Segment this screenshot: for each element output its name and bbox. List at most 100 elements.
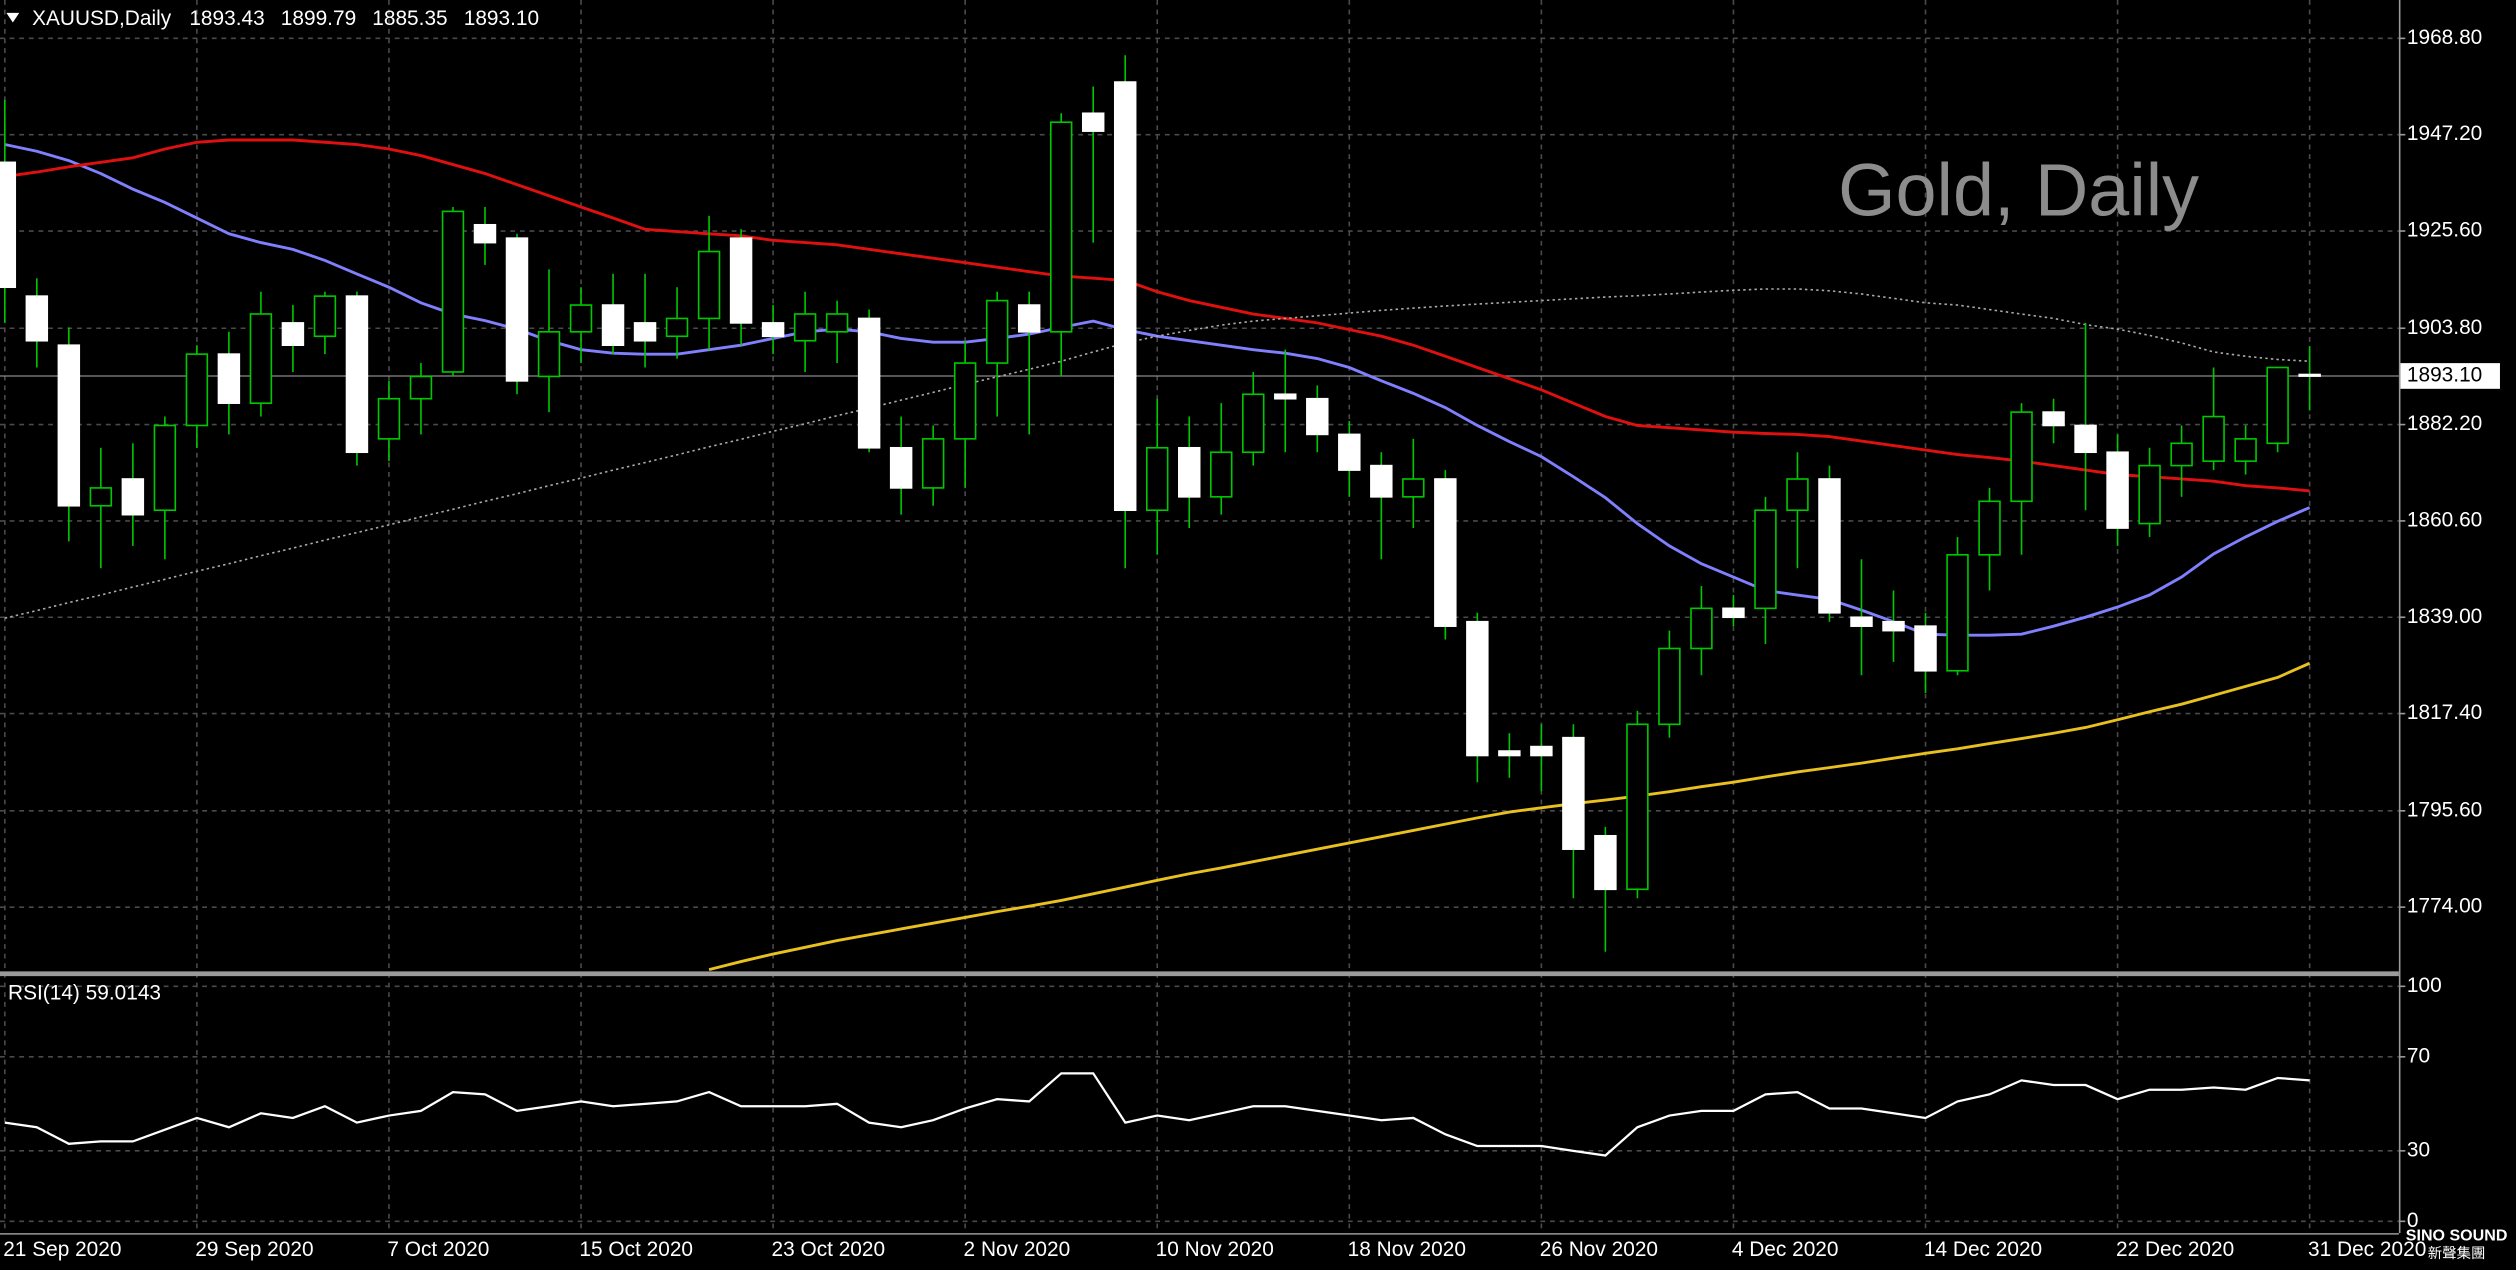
candle-body xyxy=(1274,393,1297,400)
menu-triangle[interactable] xyxy=(6,12,20,23)
candle-body xyxy=(89,487,113,507)
candle-body xyxy=(1786,478,1809,512)
candle-body xyxy=(1466,620,1489,757)
price-marks xyxy=(0,55,2399,972)
y-tick-label: 100 xyxy=(2407,974,2442,997)
y-tick-label: 1774.00 xyxy=(2407,895,2482,918)
candle-body xyxy=(345,295,369,454)
candle-body xyxy=(377,397,401,440)
candle-body xyxy=(473,223,497,244)
candle-body xyxy=(761,322,785,338)
last-price-label: 1893.10 xyxy=(2407,363,2482,386)
candle-body xyxy=(985,299,1009,364)
line-series xyxy=(4,1072,2310,1157)
header-low: 1885.35 xyxy=(372,7,447,30)
candle-body xyxy=(1338,433,1361,471)
candle-body xyxy=(1210,451,1233,498)
candle-body xyxy=(121,478,145,516)
candle-body xyxy=(1434,478,1457,627)
candle-body xyxy=(633,322,657,342)
y-tick-label: 70 xyxy=(2407,1044,2430,1067)
candle-body xyxy=(1113,81,1137,512)
candle-body xyxy=(217,353,241,404)
y-tick-label: 1839.00 xyxy=(2407,605,2482,628)
candle-body xyxy=(601,304,625,346)
candle-body xyxy=(825,313,849,333)
x-tick-label: 18 Nov 2020 xyxy=(1348,1238,1466,1261)
candle-body xyxy=(2170,442,2193,467)
candle-body xyxy=(665,317,689,338)
candle-body xyxy=(1370,464,1393,498)
x-tick-label: 31 Dec 2020 xyxy=(2308,1238,2426,1261)
x-tick-label: 2 Nov 2020 xyxy=(964,1238,1071,1261)
candle-body xyxy=(889,446,913,489)
candle-body xyxy=(921,438,945,489)
y-tick-label: 1860.60 xyxy=(2407,508,2482,531)
candle-body xyxy=(1306,397,1329,436)
y-tick-label: 0 xyxy=(2407,1209,2419,1232)
candle-body xyxy=(1818,478,1841,614)
candle-body xyxy=(441,210,465,373)
y-tick-label: 1947.20 xyxy=(2407,122,2482,145)
y-tick-label: 1817.40 xyxy=(2407,701,2482,724)
line-series xyxy=(4,288,2310,619)
candle-body xyxy=(1946,554,1969,672)
labels: Gold, Daily XAUUSD,Daily 1893.43 1899.79… xyxy=(3,7,2507,1262)
x-tick-label: 10 Nov 2020 xyxy=(1156,1238,1274,1261)
logo-sub: 新聲集團 xyxy=(2428,1245,2486,1262)
x-tick-label: 15 Oct 2020 xyxy=(579,1238,693,1261)
candle-body xyxy=(1690,607,1713,650)
x-tick-label: 29 Sep 2020 xyxy=(195,1238,313,1261)
candle-body xyxy=(2266,366,2289,445)
rsi-marks xyxy=(4,1072,2310,1157)
candle-body xyxy=(1498,750,1521,757)
candle-body xyxy=(1178,446,1201,498)
candle-body xyxy=(153,424,177,512)
candle-body xyxy=(697,250,721,320)
x-tick-label: 22 Dec 2020 xyxy=(2116,1238,2234,1261)
y-tick-label: 1925.60 xyxy=(2407,219,2482,242)
watermark: Gold, Daily xyxy=(1838,148,2199,231)
y-tick-label: 1795.60 xyxy=(2407,798,2482,821)
candle-body xyxy=(953,362,977,440)
candle-body xyxy=(2138,464,2161,525)
candle-body xyxy=(1978,500,2001,556)
candle-body xyxy=(313,295,337,338)
line-series xyxy=(708,661,2311,972)
candle-body xyxy=(0,161,17,289)
x-tick-label: 26 Nov 2020 xyxy=(1540,1238,1658,1261)
candle-body xyxy=(1081,112,1105,132)
header-close: 1893.10 xyxy=(464,7,539,30)
x-tick-label: 14 Dec 2020 xyxy=(1924,1238,2042,1261)
candle-body xyxy=(857,317,881,449)
candle-body xyxy=(1722,607,1745,619)
y-tick-label: 1882.20 xyxy=(2407,412,2482,435)
candle-body xyxy=(1145,446,1169,512)
candle-body xyxy=(1850,616,1873,627)
candle-body xyxy=(2074,424,2097,454)
candle-body xyxy=(409,375,433,400)
line-series xyxy=(4,138,2310,493)
candle-body xyxy=(569,304,593,333)
x-tick-label: 21 Sep 2020 xyxy=(3,1238,121,1261)
y-tick-label: 1903.80 xyxy=(2407,316,2482,339)
candle-body xyxy=(1594,834,1617,891)
candle-body xyxy=(1530,745,1553,757)
candle-body xyxy=(1626,723,1649,891)
candle-body xyxy=(1402,478,1425,498)
candle-body xyxy=(1882,620,1905,632)
last-price-box xyxy=(2400,363,2500,389)
logo: SINO SOUND xyxy=(2406,1227,2508,1245)
candle-body xyxy=(1914,625,1937,672)
x-tick-label: 23 Oct 2020 xyxy=(771,1238,885,1261)
candle-body xyxy=(1562,736,1585,850)
candle-body xyxy=(2042,411,2065,427)
candle-body xyxy=(185,353,209,427)
header-high: 1899.79 xyxy=(281,7,356,30)
x-tick-label: 7 Oct 2020 xyxy=(387,1238,489,1261)
candle-body xyxy=(57,344,81,507)
candle-body xyxy=(793,313,817,342)
